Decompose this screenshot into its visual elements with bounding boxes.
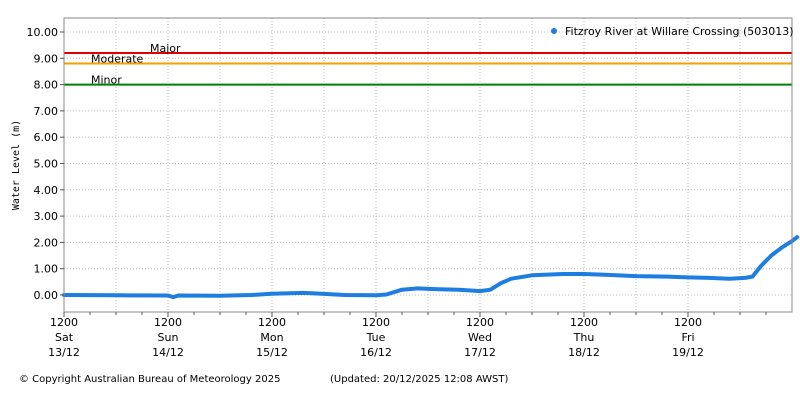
threshold-label-major: Major — [150, 42, 181, 55]
series-layer — [62, 235, 800, 300]
y-axis-label: Water Level (m) — [11, 120, 22, 210]
updated-timestamp: (Updated: 20/12/2025 12:08 AWST) — [330, 374, 509, 385]
x-tick-time-label: 1200 — [674, 316, 702, 329]
x-tick-day-label: Thu — [573, 331, 595, 344]
y-axis: 0.00 1.00 2.00 3.00 4.00 5.00 6.00 7.00 8.00 9.00… — [27, 26, 64, 302]
y-tick-label: 1.00 — [34, 263, 59, 276]
x-tick-time-label: 1200 — [50, 316, 78, 329]
y-tick-label: 3.00 — [34, 210, 59, 223]
y-tick-label: 10.00 — [27, 26, 59, 39]
x-tick-day-label: Sun — [158, 331, 179, 344]
legend: Fitzroy River at Willare Crossing (50301… — [551, 25, 794, 38]
x-tick-day-label: Sat — [55, 331, 74, 344]
x-tick-day-label: Mon — [260, 331, 283, 344]
y-tick-label: 7.00 — [34, 105, 59, 118]
x-tick-time-label: 1200 — [466, 316, 494, 329]
copyright-text: © Copyright Australian Bureau of Meteoro… — [19, 374, 281, 385]
x-tick-time-label: 1200 — [258, 316, 286, 329]
y-tick-label: 9.00 — [34, 52, 59, 65]
x-tick-day-label: Wed — [468, 331, 492, 344]
x-tick-date-label: 13/12 — [48, 346, 80, 359]
legend-marker — [551, 28, 557, 34]
x-tick-time-label: 1200 — [362, 316, 390, 329]
x-tick-date-label: 14/12 — [152, 346, 184, 359]
y-tick-label: 4.00 — [34, 184, 59, 197]
x-tick-date-label: 16/12 — [360, 346, 392, 359]
x-tick-time-label: 1200 — [570, 316, 598, 329]
x-tick-date-label: 17/12 — [464, 346, 496, 359]
y-tick-label: 0.00 — [34, 289, 59, 302]
threshold-label-minor: Minor — [91, 74, 122, 87]
y-tick-label: 8.00 — [34, 79, 59, 92]
x-tick-date-label: 15/12 — [256, 346, 288, 359]
y-tick-label: 6.00 — [34, 131, 59, 144]
flood-thresholds: Major Moderate Minor — [64, 42, 792, 87]
x-tick-day-label: Fri — [681, 331, 694, 344]
x-tick-date-label: 18/12 — [568, 346, 600, 359]
legend-label: Fitzroy River at Willare Crossing (50301… — [565, 25, 794, 38]
y-tick-label: 2.00 — [34, 236, 59, 249]
x-tick-date-label: 19/12 — [672, 346, 704, 359]
x-tick-time-label: 1200 — [154, 316, 182, 329]
grid-lines — [63, 18, 792, 312]
x-axis: 1200 Sat 13/12 1200 Sun 14/12 1200 Mon 15/12 1200… — [48, 312, 767, 359]
x-tick-day-label: Tue — [366, 331, 386, 344]
threshold-label-moderate: Moderate — [91, 53, 144, 66]
y-tick-label: 5.00 — [34, 158, 59, 171]
series-line — [62, 235, 800, 300]
